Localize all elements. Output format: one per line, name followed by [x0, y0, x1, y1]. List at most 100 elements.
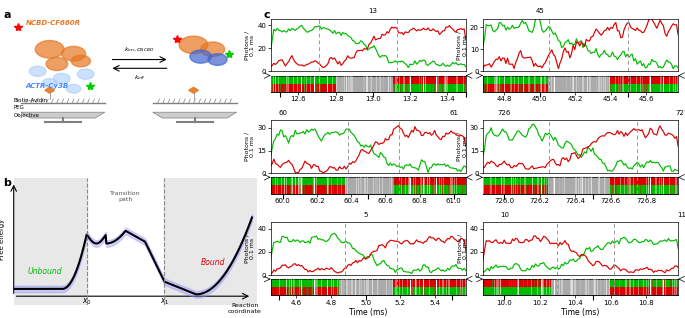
Bar	[329, 177, 331, 185]
Bar	[402, 279, 404, 287]
Bar	[584, 84, 586, 92]
Bar	[579, 279, 580, 287]
Bar	[305, 84, 306, 92]
Bar	[660, 287, 662, 295]
Bar	[303, 279, 305, 287]
Bar	[667, 279, 669, 287]
Bar	[275, 279, 277, 287]
Bar	[282, 185, 284, 194]
Bar	[616, 279, 618, 287]
Bar	[274, 177, 275, 185]
Bar	[548, 84, 549, 92]
Bar	[434, 76, 435, 84]
Bar	[508, 76, 509, 84]
Bar	[597, 279, 599, 287]
Bar	[313, 84, 314, 92]
Bar	[453, 287, 454, 295]
Bar	[530, 287, 532, 295]
Bar	[410, 185, 412, 194]
Bar	[362, 177, 363, 185]
Bar	[508, 185, 509, 194]
Bar	[675, 279, 677, 287]
Bar	[428, 76, 430, 84]
Bar	[344, 177, 345, 185]
Bar	[575, 279, 577, 287]
Bar	[573, 76, 574, 84]
Bar	[310, 177, 311, 185]
Bar	[456, 279, 458, 287]
Bar	[495, 279, 496, 287]
Bar	[314, 76, 316, 84]
Bar	[612, 185, 613, 194]
Bar	[649, 177, 651, 185]
Bar	[514, 76, 515, 84]
Bar	[356, 84, 357, 92]
Bar	[547, 76, 548, 84]
Circle shape	[42, 79, 57, 87]
Bar	[514, 287, 515, 295]
Bar	[665, 76, 667, 84]
Bar	[575, 287, 577, 295]
Bar	[347, 84, 349, 92]
Bar	[326, 177, 327, 185]
Bar	[504, 84, 506, 92]
Bar	[453, 84, 454, 92]
Bar	[620, 76, 621, 84]
Bar	[434, 185, 435, 194]
Bar	[659, 76, 660, 84]
Bar	[404, 84, 406, 92]
Bar	[419, 76, 420, 84]
Bar	[640, 279, 643, 287]
Bar	[587, 185, 588, 194]
Bar	[402, 185, 404, 194]
Bar	[631, 279, 632, 287]
Bar	[298, 185, 300, 194]
Bar	[443, 84, 445, 92]
Bar	[379, 84, 381, 92]
Bar	[458, 84, 459, 92]
Bar	[363, 76, 365, 84]
Bar	[430, 185, 432, 194]
Bar	[561, 185, 562, 194]
Bar	[357, 279, 358, 287]
Bar	[625, 177, 626, 185]
Bar	[592, 84, 593, 92]
Bar	[677, 185, 678, 194]
Bar	[662, 84, 664, 92]
Bar	[415, 177, 417, 185]
Bar	[542, 287, 543, 295]
Bar	[653, 84, 656, 92]
Bar	[595, 177, 597, 185]
Bar	[599, 84, 600, 92]
Bar	[340, 185, 342, 194]
Bar	[347, 287, 349, 295]
Bar	[295, 76, 297, 84]
Bar	[386, 76, 388, 84]
Bar	[373, 287, 375, 295]
Bar	[571, 177, 573, 185]
Bar	[677, 279, 678, 287]
Bar	[382, 287, 383, 295]
Bar	[549, 185, 551, 194]
Bar	[402, 84, 404, 92]
Bar	[547, 185, 548, 194]
Bar	[356, 287, 357, 295]
Bar	[399, 76, 401, 84]
Bar	[298, 84, 300, 92]
Bar	[625, 279, 626, 287]
Bar	[362, 279, 363, 287]
Bar	[438, 185, 440, 194]
Bar	[547, 279, 548, 287]
Bar	[551, 76, 553, 84]
Bar	[318, 177, 319, 185]
Bar	[605, 84, 606, 92]
Bar	[673, 177, 675, 185]
Bar	[395, 287, 396, 295]
Bar	[415, 287, 417, 295]
Bar	[560, 84, 561, 92]
Bar	[588, 177, 590, 185]
Bar	[595, 84, 597, 92]
Bar	[564, 76, 566, 84]
Bar	[285, 76, 287, 84]
Bar	[586, 185, 587, 194]
